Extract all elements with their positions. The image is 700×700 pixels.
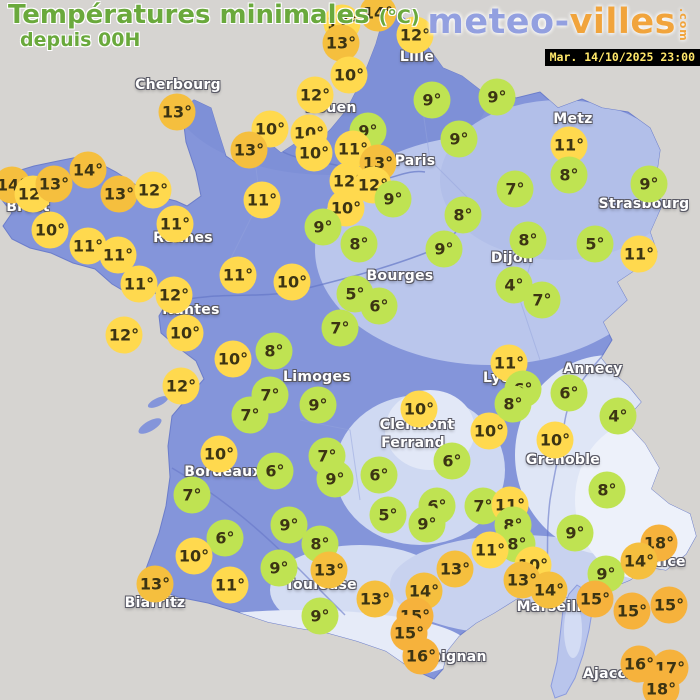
temp-bubble[interactable]: 9° — [630, 165, 668, 203]
temp-bubble[interactable]: 11° — [156, 205, 194, 243]
temp-bubble[interactable]: 9° — [440, 120, 478, 158]
temp-bubble[interactable]: 9° — [408, 505, 446, 543]
temp-bubble[interactable]: 15° — [576, 580, 614, 618]
temp-bubble[interactable]: 12° — [296, 76, 334, 114]
temp-bubble[interactable]: 7° — [173, 476, 211, 514]
logo-part-meteo: meteo- — [427, 2, 570, 42]
temp-bubble[interactable]: 12° — [162, 367, 200, 405]
temp-bubble[interactable]: 6° — [256, 452, 294, 490]
temp-bubble[interactable]: 13° — [230, 131, 268, 169]
page-subtitle: depuis 00H — [20, 29, 141, 52]
temp-bubble[interactable]: 6° — [550, 374, 588, 412]
temp-bubble[interactable]: 5° — [369, 496, 407, 534]
temp-bubble[interactable]: 9° — [425, 230, 463, 268]
temp-bubble[interactable]: 10° — [330, 56, 368, 94]
temp-bubble[interactable]: 8° — [340, 225, 378, 263]
temp-bubble[interactable]: 15° — [650, 586, 688, 624]
temp-bubble[interactable]: 8° — [494, 385, 532, 423]
title-block: Températures minimales (°C) depuis 00H — [8, 0, 420, 52]
temp-bubble[interactable]: 11° — [620, 235, 658, 273]
temp-bubble[interactable]: 10° — [214, 340, 252, 378]
temp-bubble[interactable]: 8° — [444, 196, 482, 234]
city-label-lille[interactable]: Lille — [399, 49, 435, 65]
temp-bubble[interactable]: 10° — [536, 421, 574, 459]
city-label-paris[interactable]: Paris — [394, 153, 436, 169]
temp-bubble[interactable]: 9° — [413, 81, 451, 119]
temp-bubble[interactable]: 11° — [211, 566, 249, 604]
temp-bubble[interactable]: 10° — [400, 390, 438, 428]
site-logo[interactable]: meteo-villes .com — [427, 2, 690, 42]
temp-bubble[interactable]: 13° — [100, 175, 138, 213]
temp-bubble[interactable]: 18° — [642, 670, 680, 700]
temp-bubble[interactable]: 10° — [295, 134, 333, 172]
temp-bubble[interactable]: 12° — [105, 316, 143, 354]
temp-bubble[interactable]: 8° — [550, 156, 588, 194]
temp-bubble[interactable]: 7° — [523, 281, 561, 319]
temp-bubble[interactable]: 13° — [35, 165, 73, 203]
temp-bubble[interactable]: 10° — [273, 263, 311, 301]
temp-bubble[interactable]: 14° — [530, 571, 568, 609]
temp-bubble[interactable]: 13° — [322, 24, 360, 62]
temp-bubble[interactable]: 9° — [301, 597, 339, 635]
temp-bubble[interactable]: 13° — [310, 551, 348, 589]
temp-bubble[interactable]: 6° — [433, 442, 471, 480]
temp-bubble[interactable]: 11° — [219, 256, 257, 294]
temp-bubble[interactable]: 9° — [374, 180, 412, 218]
temp-bubble[interactable]: 12° — [155, 276, 193, 314]
temp-bubble[interactable]: 13° — [136, 565, 174, 603]
temp-bubble[interactable]: 13° — [158, 93, 196, 131]
temp-bubble[interactable]: 14° — [620, 542, 658, 580]
temp-bubble[interactable]: 11° — [120, 265, 158, 303]
temp-bubble[interactable]: 8° — [509, 221, 547, 259]
temp-bubble[interactable]: 11° — [243, 181, 281, 219]
temp-bubble[interactable]: 5° — [576, 225, 614, 263]
temp-bubble[interactable]: 9° — [260, 549, 298, 587]
title-unit: (°C) — [378, 6, 420, 28]
temp-bubble[interactable]: 9° — [556, 514, 594, 552]
temp-bubble[interactable]: 7° — [321, 309, 359, 347]
temp-bubble[interactable]: 6° — [206, 519, 244, 557]
datestamp-badge: Mar. 14/10/2025 23:00 — [544, 49, 700, 66]
temp-bubble[interactable]: 12° — [134, 171, 172, 209]
temp-bubble[interactable]: 8° — [588, 471, 626, 509]
temp-bubble[interactable]: 7° — [231, 396, 269, 434]
temp-bubble[interactable]: 6° — [360, 287, 398, 325]
logo-suffix-com: .com — [677, 8, 690, 42]
temp-bubble[interactable]: 4° — [495, 266, 533, 304]
temp-bubble[interactable]: 12° — [396, 16, 434, 54]
temp-bubble[interactable]: 16° — [402, 637, 440, 675]
temp-bubble[interactable]: 14° — [359, 0, 397, 32]
temp-bubble[interactable]: 10° — [251, 110, 289, 148]
city-label-ferrand[interactable]: Ferrand — [381, 435, 445, 451]
city-label-biarritz[interactable]: Biarritz — [124, 595, 186, 611]
temp-bubble[interactable]: 13° — [356, 580, 394, 618]
city-label-bourges[interactable]: Bourges — [366, 268, 434, 284]
city-label-annecy[interactable]: Annecy — [563, 361, 623, 377]
temp-bubble[interactable]: 6° — [360, 456, 398, 494]
temp-bubble[interactable]: 9° — [299, 386, 337, 424]
temp-bubble[interactable]: 9° — [304, 208, 342, 246]
temp-bubble[interactable]: 10° — [166, 314, 204, 352]
temp-bubble[interactable]: 13° — [436, 550, 474, 588]
temp-bubble[interactable]: 8° — [255, 332, 293, 370]
city-label-grenoble[interactable]: Grenoble — [525, 452, 601, 468]
temp-bubble[interactable]: 10° — [175, 537, 213, 575]
city-label-metz[interactable]: Metz — [553, 111, 593, 127]
temp-bubble[interactable]: 7° — [496, 170, 534, 208]
temp-bubble[interactable]: 10° — [200, 435, 238, 473]
temp-bubble[interactable]: 4° — [599, 397, 637, 435]
temp-bubble[interactable]: 10° — [31, 211, 69, 249]
logo-part-villes: villes — [569, 2, 676, 42]
city-label-cherbourg[interactable]: Cherbourg — [135, 77, 221, 93]
city-label-strasbourg[interactable]: Strasbourg — [598, 196, 690, 212]
temp-bubble[interactable]: 14° — [69, 151, 107, 189]
city-label-limoges[interactable]: Limoges — [283, 369, 351, 385]
page-title: Températures minimales (°C) — [8, 0, 420, 30]
temp-bubble[interactable]: 9° — [270, 506, 308, 544]
temp-bubble[interactable]: 9° — [316, 460, 354, 498]
temp-bubble[interactable]: 11° — [471, 531, 509, 569]
temp-bubble[interactable]: 15° — [613, 592, 651, 630]
temp-bubble[interactable]: 9° — [478, 78, 516, 116]
